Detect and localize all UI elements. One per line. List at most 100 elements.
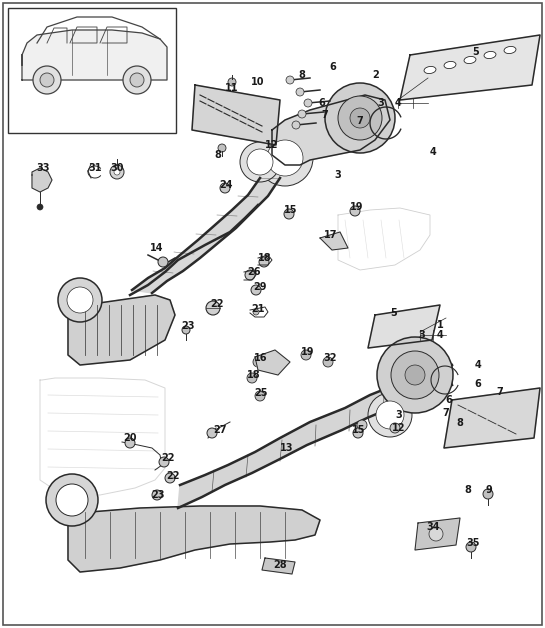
Circle shape [377,337,453,413]
Circle shape [301,350,311,360]
Text: 13: 13 [280,443,294,453]
Text: 19: 19 [350,202,364,212]
Circle shape [253,309,259,315]
Circle shape [255,391,265,401]
Circle shape [207,428,217,438]
Circle shape [323,357,333,367]
Circle shape [483,489,493,499]
Text: 29: 29 [253,282,267,292]
Bar [8,8,176,133]
Polygon shape [255,350,290,375]
Circle shape [110,165,124,179]
Text: 21: 21 [251,304,265,314]
Text: 1: 1 [437,320,444,330]
Circle shape [390,423,400,433]
Circle shape [325,83,395,153]
Circle shape [405,365,425,385]
Text: 11: 11 [225,83,239,93]
Circle shape [286,76,294,84]
Text: 34: 34 [426,522,440,532]
Text: 18: 18 [258,253,272,263]
Text: 26: 26 [247,267,261,277]
Text: 4: 4 [395,98,401,108]
Text: 7: 7 [496,387,504,397]
Text: 24: 24 [219,180,233,190]
Text: 7: 7 [443,408,450,418]
Circle shape [368,393,412,437]
Circle shape [350,206,360,216]
Circle shape [67,287,93,313]
Circle shape [40,73,54,87]
Polygon shape [320,232,348,250]
Text: 5: 5 [473,47,480,57]
Text: 27: 27 [213,425,227,435]
Polygon shape [132,178,280,293]
Text: 22: 22 [161,453,175,463]
Text: 6: 6 [330,62,336,72]
Circle shape [292,121,300,129]
Circle shape [353,428,363,438]
Circle shape [251,285,261,295]
Circle shape [37,204,43,210]
Text: 8: 8 [457,418,463,428]
Text: 3: 3 [378,98,384,108]
Text: 17: 17 [324,230,338,240]
Circle shape [240,142,280,182]
Circle shape [159,457,169,467]
Text: 8: 8 [464,485,471,495]
Circle shape [220,183,230,193]
Text: 10: 10 [251,77,265,87]
Circle shape [56,484,88,516]
Text: 20: 20 [123,433,137,443]
Text: 12: 12 [265,140,278,150]
Circle shape [267,140,303,176]
Circle shape [158,257,168,267]
Text: 22: 22 [210,299,224,309]
Text: 18: 18 [247,370,261,380]
Circle shape [114,169,120,175]
Ellipse shape [504,46,516,53]
Text: 4: 4 [437,330,444,340]
Text: 4: 4 [429,147,437,157]
Circle shape [304,99,312,107]
Circle shape [206,301,220,315]
Text: 32: 32 [323,353,337,363]
Ellipse shape [424,67,436,73]
Text: 23: 23 [152,490,165,500]
Circle shape [130,73,144,87]
Circle shape [296,88,304,96]
Circle shape [125,438,135,448]
Text: 35: 35 [467,538,480,548]
Text: 30: 30 [110,163,124,173]
Circle shape [466,542,476,552]
Ellipse shape [444,62,456,68]
Text: 23: 23 [181,321,195,331]
Circle shape [228,78,236,86]
Text: 7: 7 [322,110,329,120]
Polygon shape [68,500,320,572]
Text: 5: 5 [391,308,397,318]
Circle shape [298,110,306,118]
Polygon shape [400,35,540,100]
Text: 15: 15 [284,205,298,215]
Circle shape [218,144,226,152]
Polygon shape [272,95,390,165]
Polygon shape [178,365,452,508]
Circle shape [350,108,370,128]
Circle shape [245,270,255,280]
Text: 16: 16 [255,353,268,363]
Circle shape [247,149,273,175]
Polygon shape [444,388,540,448]
Polygon shape [368,305,440,348]
Circle shape [429,527,443,541]
Circle shape [182,326,190,334]
Text: 4: 4 [475,360,481,370]
Polygon shape [68,295,175,365]
Circle shape [165,473,175,483]
Text: 6: 6 [446,395,452,405]
Text: 3: 3 [335,170,341,180]
Text: 3: 3 [396,410,402,420]
Circle shape [152,490,162,500]
Circle shape [33,66,61,94]
Circle shape [338,96,382,140]
